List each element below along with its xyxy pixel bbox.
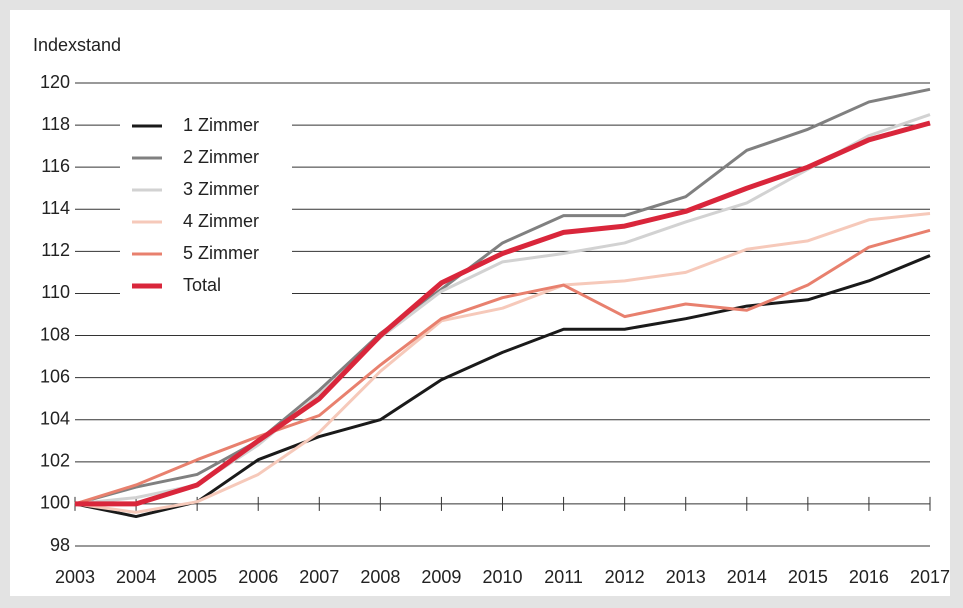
y-tick-label: 120: [40, 72, 70, 92]
legend-box: [120, 106, 292, 306]
y-tick-label: 114: [41, 198, 70, 218]
line-series: [74, 87, 931, 506]
x-tick-label: 2004: [116, 567, 156, 587]
x-tick-label: 2005: [177, 567, 217, 587]
x-tick-label: 2015: [788, 567, 828, 587]
x-tick-label: 2007: [299, 567, 339, 587]
line-series: [74, 228, 931, 506]
y-tick-label: 102: [40, 451, 70, 471]
y-tick-label: 108: [40, 324, 70, 344]
legend-label: 4 Zimmer: [183, 211, 259, 231]
x-tick-label: 2010: [482, 567, 522, 587]
x-tick-label: 2017: [910, 567, 950, 587]
legend-label: 2 Zimmer: [183, 147, 259, 167]
line-series: [75, 120, 931, 507]
x-tick-label: 2008: [360, 567, 400, 587]
y-tick-label: 100: [40, 493, 70, 513]
y-tick-label: 116: [41, 156, 70, 176]
legend-label: 5 Zimmer: [183, 243, 259, 263]
y-tick-label: 106: [40, 366, 70, 386]
x-tick-label: 2013: [666, 567, 706, 587]
legend-label: Total: [183, 275, 221, 295]
legend-label: 1 Zimmer: [183, 115, 259, 135]
x-tick-label: 2003: [55, 567, 95, 587]
y-tick-label: 118: [41, 114, 70, 134]
x-tick-label: 2011: [544, 567, 583, 587]
line-series: [74, 254, 931, 519]
y-axis-label: Indexstand: [33, 35, 121, 55]
legend-label: 3 Zimmer: [183, 179, 259, 199]
y-tick-label: 110: [41, 282, 70, 302]
x-tick-label: 2009: [421, 567, 461, 587]
y-tick-label: 98: [50, 535, 70, 555]
x-tick-label: 2014: [727, 567, 767, 587]
x-tick-label: 2016: [849, 567, 889, 587]
line-series: [74, 211, 931, 514]
x-tick-label: 2006: [238, 567, 278, 587]
x-tick-label: 2012: [605, 567, 645, 587]
y-tick-label: 112: [41, 240, 70, 260]
y-tick-label: 104: [40, 408, 70, 428]
